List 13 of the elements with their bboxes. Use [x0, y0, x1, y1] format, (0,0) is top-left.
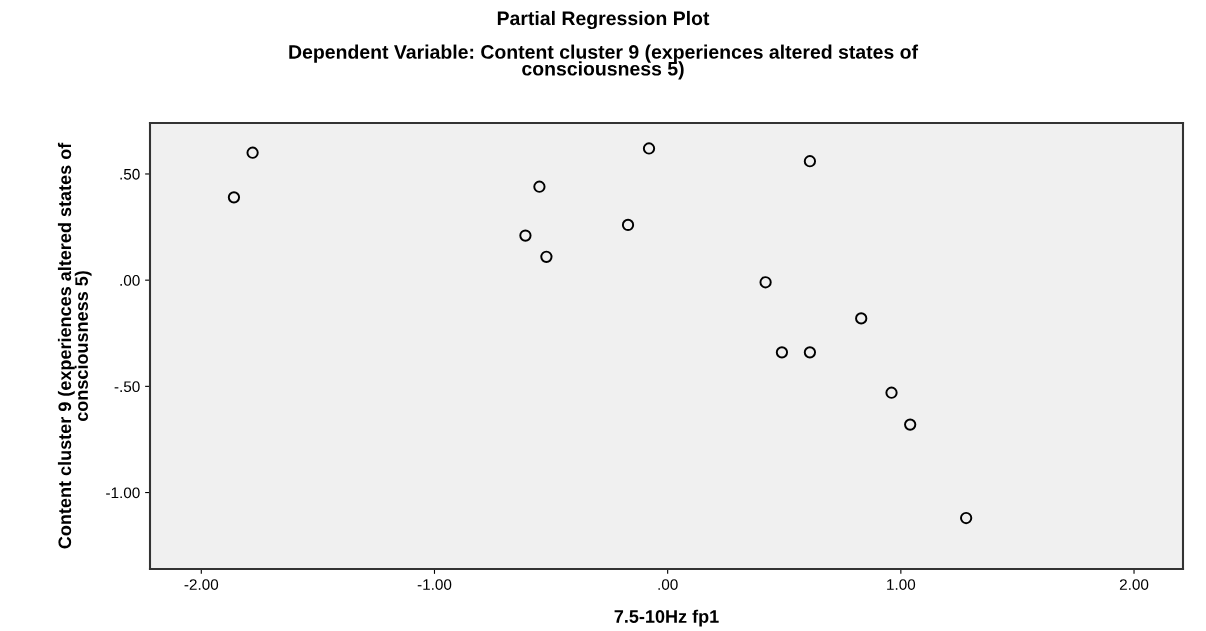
chart-subtitle: Dependent Variable: Content cluster 9 (experiences altered states of consciousness 5) [289, 44, 919, 80]
y-axis-title: Content cluster 9 (experiences altered states of consciousness 5) [57, 142, 92, 549]
x-tick-label: -1.00 [417, 579, 452, 590]
y-tick-label: -.50 [114, 381, 140, 393]
x-tick-label: 1.00 [887, 579, 916, 590]
y-tick-label: .50 [120, 168, 140, 180]
x-tick-label: .00 [658, 579, 678, 590]
chart-title: Partial Regression Plot [497, 10, 710, 30]
x-tick-label: -2.00 [184, 579, 219, 590]
x-axis-title: 7.5-10Hz fp1 [614, 609, 719, 627]
x-tick-label: 2.00 [1119, 579, 1149, 590]
y-tick-label: -1.00 [106, 487, 140, 499]
y-tick-label: .00 [120, 275, 140, 286]
